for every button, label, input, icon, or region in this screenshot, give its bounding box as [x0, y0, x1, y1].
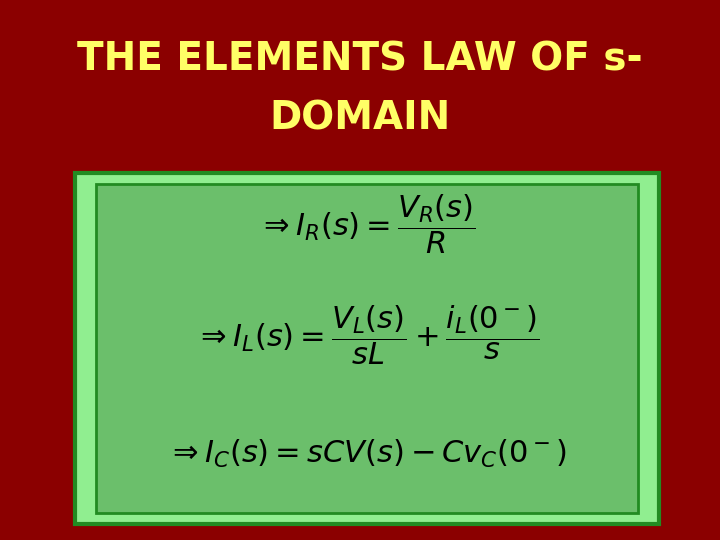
- FancyBboxPatch shape: [96, 184, 638, 513]
- Text: $\Rightarrow I_R(s) = \dfrac{V_R(s)}{R}$: $\Rightarrow I_R(s) = \dfrac{V_R(s)}{R}$: [258, 192, 476, 256]
- FancyBboxPatch shape: [75, 173, 660, 524]
- Text: DOMAIN: DOMAIN: [269, 100, 451, 138]
- Text: THE ELEMENTS LAW OF s-: THE ELEMENTS LAW OF s-: [77, 40, 643, 78]
- Text: $\Rightarrow I_C(s) = sCV(s) - Cv_C(0^-)$: $\Rightarrow I_C(s) = sCV(s) - Cv_C(0^-)…: [167, 437, 567, 470]
- Text: $\Rightarrow I_L(s) = \dfrac{V_L(s)}{sL} + \dfrac{i_L(0^-)}{s}$: $\Rightarrow I_L(s) = \dfrac{V_L(s)}{sL}…: [195, 303, 539, 367]
